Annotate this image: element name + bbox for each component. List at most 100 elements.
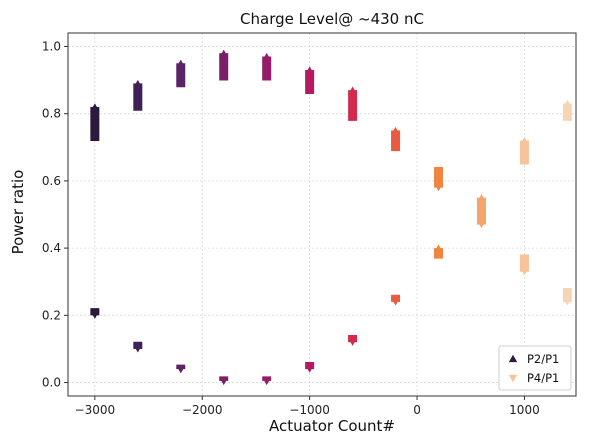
point-group-p2-p1 [133,79,143,111]
data-points [90,49,573,386]
point-group-p2-p1 [390,126,401,152]
point-p2-p1-max [476,194,487,203]
point-p4-p1-min [219,376,229,385]
x-tick-label: 1000 [509,403,540,417]
chart-title: Charge Level@ ~430 nC [240,10,424,28]
legend-label-p4-p1: P4/P1 [527,371,559,385]
x-tick-label: −2000 [182,403,223,417]
point-p4-p1-min [433,183,444,192]
point-group-p4-p1 [476,207,487,229]
y-tick-label: 0.2 [42,308,61,322]
point-band-p2-p1 [90,106,100,141]
point-p4-p1-min [305,364,315,373]
y-tick-label: 0.4 [42,241,61,255]
point-band-p2-p1 [219,53,229,81]
point-band-p2-p1 [133,83,143,111]
point-p2-p1-min [348,112,358,121]
point-group-p4-p1 [90,308,100,319]
point-p4-p1-min [176,364,186,373]
y-axis-title: Power ratio [9,170,27,255]
point-p4-p1-min [348,337,358,346]
point-p2-p1-max [390,126,401,135]
point-group-p2-p1 [90,103,100,142]
plot-frame [67,32,577,397]
x-tick-label: −3000 [75,403,116,417]
point-group-p2-p1 [305,66,315,94]
point-band-p2-p1 [391,130,401,151]
point-p4-p1-min [133,344,143,353]
point-p4-p1-max [433,166,444,176]
point-band-p2-p1 [562,103,572,121]
point-band-p4-p1 [519,254,529,272]
point-group-p4-p1 [348,335,358,346]
point-band-p4-p1 [476,207,486,225]
point-band-p2-p1 [176,63,186,87]
y-tick-label: 0.6 [42,174,61,188]
point-group-p4-p1 [305,361,315,373]
point-group-p2-p1 [176,59,186,88]
legend-box [498,345,572,391]
point-p2-p1-max [262,52,272,61]
point-group-p2-p1 [562,99,573,121]
x-axis-title: Actuator Count# [269,417,395,435]
x-tick-label: 0 [413,403,421,417]
point-group-p2-p1 [219,49,229,81]
y-tick-label: 0.0 [42,376,61,390]
point-group-p4-p1 [133,341,143,353]
point-p2-p1-max [133,79,143,88]
point-p2-p1-max [348,86,358,95]
point-p2-p1-max [305,66,315,75]
point-band-p2-p1 [305,69,315,94]
point-p2-p1-min [519,156,530,165]
point-group-p4-p1 [390,294,401,306]
point-p4-p1-min [562,297,573,306]
point-group-p4-p1 [176,364,186,374]
point-p4-p1-max [476,207,487,216]
point-group-p4-p1 [262,376,272,386]
point-p2-p1-max [433,244,444,253]
point-p2-p1-max [219,49,229,58]
point-group-p2-p1 [348,86,358,121]
y-tick-label: 0.8 [42,107,61,121]
point-p4-p1-max [519,254,530,263]
point-p4-p1-min [390,297,401,306]
axis-ticks: −3000 −2000 −1000 0 1000 0.0 0.2 0.4 0.6 0.8 1.0 [42,39,540,417]
x-tick-label: −1000 [289,403,330,417]
legend-label-p2-p1: P2/P1 [527,352,559,366]
point-group-p4-p1 [219,376,229,386]
point-p2-p1-min [433,250,444,259]
point-p2-p1-max [519,136,530,146]
legend-marker-p2-p1 [508,354,518,363]
point-group-p4-p1 [562,287,573,306]
point-p4-p1-min [519,267,530,276]
point-p4-p1-min [476,220,487,229]
point-p4-p1-min [90,310,100,319]
point-p4-p1-max [562,287,573,297]
point-p2-p1-min [562,112,573,121]
point-p2-p1-min [176,79,186,88]
point-p2-p1-max [562,99,573,109]
point-group-p2-p1 [433,244,444,259]
point-p2-p1-max [90,103,100,112]
point-band-p4-p1 [434,167,444,188]
point-group-p4-p1 [433,166,444,192]
point-p2-p1-min [262,72,272,81]
point-p2-p1-min [219,72,229,81]
legend: P2/P1 P4/P1 [498,345,572,391]
point-group-p2-p1 [519,136,530,165]
point-p2-p1-min [305,85,315,94]
point-band-p2-p1 [348,90,358,121]
point-p2-p1-min [90,132,100,142]
point-group-p4-p1 [519,254,530,276]
y-tick-label: 1.0 [42,39,61,53]
legend-marker-p4-p1 [508,374,518,383]
grid [68,33,576,396]
point-band-p2-p1 [262,56,272,81]
point-p2-p1-max [176,59,186,68]
point-p4-p1-min [262,376,272,385]
point-p2-p1-min [133,102,143,111]
point-band-p2-p1 [519,140,529,165]
point-group-p2-p1 [262,52,272,81]
point-p2-p1-min [390,143,401,152]
